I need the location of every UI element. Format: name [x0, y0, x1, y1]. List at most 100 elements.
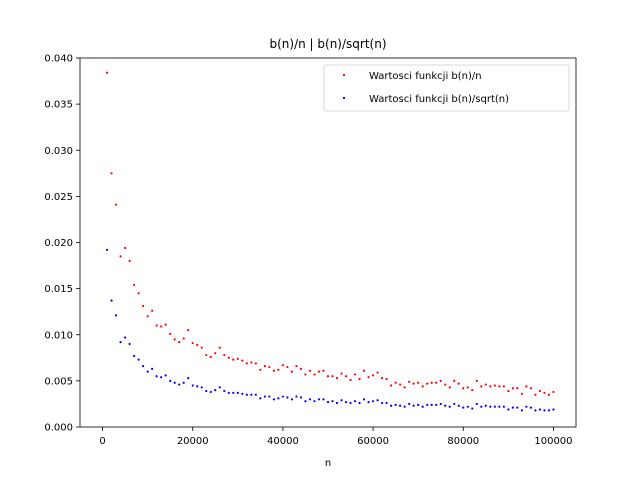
data-point	[426, 382, 429, 385]
data-point	[128, 259, 131, 263]
data-point	[259, 397, 262, 400]
data-point	[182, 381, 185, 384]
y-tick-label: 0.035	[44, 100, 73, 111]
data-point	[471, 389, 474, 392]
data-point	[268, 395, 271, 398]
data-point	[160, 376, 163, 379]
data-point	[475, 402, 478, 406]
data-point	[480, 385, 483, 388]
data-point	[376, 371, 379, 374]
data-point	[412, 404, 415, 407]
data-point	[426, 403, 429, 406]
data-point	[155, 324, 158, 327]
data-point	[290, 398, 294, 401]
data-point	[516, 406, 519, 409]
data-point	[448, 386, 451, 389]
data-point	[358, 377, 361, 381]
data-point	[331, 375, 334, 378]
data-point	[511, 387, 514, 390]
data-point	[214, 352, 217, 355]
data-point	[331, 400, 334, 403]
data-point	[349, 401, 352, 405]
data-point	[498, 385, 501, 388]
x-tick-label: 80000	[447, 436, 479, 447]
data-point	[367, 400, 370, 404]
data-point	[403, 386, 406, 389]
data-point	[191, 341, 194, 345]
data-point	[263, 365, 266, 368]
data-point	[390, 404, 393, 407]
data-point	[525, 385, 528, 388]
data-point	[142, 305, 145, 308]
data-point	[164, 374, 167, 377]
data-point	[417, 381, 420, 384]
x-tick-label: 100000	[534, 436, 572, 447]
data-point	[151, 367, 154, 370]
data-point	[196, 385, 199, 388]
data-point	[344, 375, 348, 378]
data-point	[367, 376, 370, 379]
data-point	[547, 409, 551, 412]
data-point	[408, 402, 411, 406]
data-point	[435, 381, 438, 384]
data-point	[502, 385, 505, 388]
data-point	[173, 338, 176, 341]
data-point	[529, 406, 533, 409]
data-point	[308, 369, 312, 372]
data-point	[227, 391, 230, 394]
data-point	[552, 408, 555, 411]
data-point	[466, 386, 469, 389]
data-point	[417, 403, 420, 406]
data-point	[444, 383, 447, 386]
data-point	[232, 358, 235, 361]
data-point	[358, 401, 361, 405]
data-point	[281, 395, 285, 398]
data-point	[286, 365, 289, 369]
data-point	[507, 408, 510, 411]
data-point	[493, 405, 496, 408]
data-point	[119, 341, 122, 344]
data-point	[317, 398, 321, 401]
data-point	[259, 368, 262, 371]
data-point	[196, 343, 199, 346]
data-point	[205, 353, 208, 357]
data-point	[362, 398, 366, 401]
data-point	[344, 400, 348, 404]
data-point	[435, 403, 438, 406]
x-axis-label: n	[325, 458, 331, 469]
data-point	[277, 368, 280, 371]
data-point	[110, 172, 113, 175]
data-point	[268, 365, 271, 369]
data-point	[128, 342, 131, 346]
data-point	[335, 401, 339, 405]
data-point	[444, 404, 447, 407]
data-point	[110, 299, 113, 302]
data-point	[105, 71, 109, 74]
y-axis: 0.000 0.005 0.010 0.015 0.020 0.025 0.030 0.035…	[44, 54, 80, 434]
data-point	[489, 405, 492, 408]
data-point	[538, 389, 542, 393]
data-point	[142, 365, 145, 368]
data-point	[123, 246, 127, 250]
data-point	[209, 355, 212, 358]
data-point	[439, 379, 442, 382]
data-point	[471, 407, 474, 410]
data-point	[543, 409, 546, 412]
data-point	[178, 341, 181, 344]
data-point	[290, 370, 294, 373]
data-point	[164, 323, 167, 326]
y-tick-label: 0.025	[44, 192, 73, 203]
data-point	[308, 398, 312, 401]
data-point	[462, 406, 465, 409]
data-point	[137, 292, 140, 295]
data-point	[484, 383, 487, 386]
y-tick-label: 0.005	[44, 376, 73, 387]
data-point	[178, 383, 181, 386]
data-point	[525, 405, 528, 408]
data-point	[155, 375, 158, 378]
data-point	[236, 357, 239, 360]
data-point	[286, 396, 289, 399]
x-axis: 0 20000 40000 60000 80000 100000	[99, 427, 573, 447]
data-point	[169, 332, 172, 335]
data-point	[412, 382, 415, 385]
